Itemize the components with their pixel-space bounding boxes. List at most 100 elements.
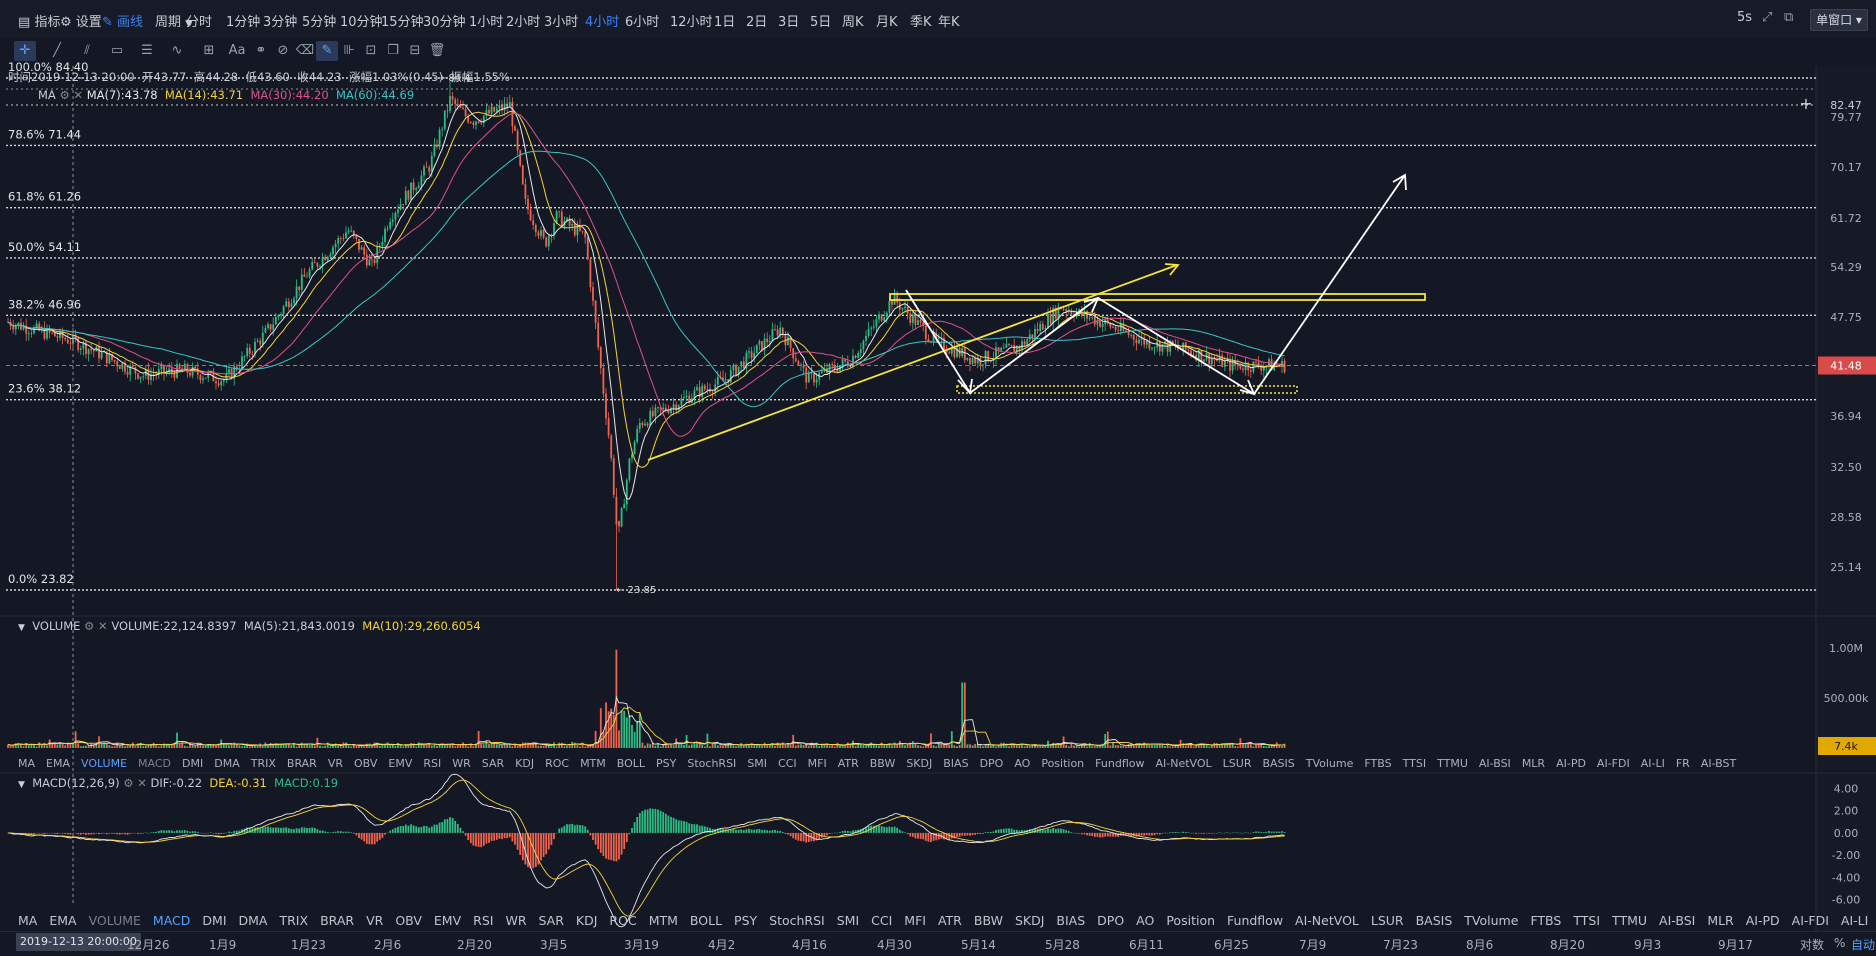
period-15[interactable]: 3日 bbox=[778, 15, 800, 30]
indicator-tab-trix[interactable]: TRIX bbox=[279, 913, 309, 928]
period-2[interactable]: 3分钟 bbox=[263, 15, 298, 30]
indicator-tab-ttsi[interactable]: TTSI bbox=[1573, 913, 1601, 928]
indicator-tab-mlr[interactable]: MLR bbox=[1707, 913, 1734, 928]
indicator-tab-tvolume[interactable]: TVolume bbox=[1305, 757, 1354, 770]
indicator-tab-obv[interactable]: OBV bbox=[354, 757, 378, 770]
close-small-icon[interactable]: ✕ bbox=[73, 88, 84, 102]
settings-button[interactable]: ⚙ 设置 bbox=[60, 11, 102, 30]
indicator-tab-mtm[interactable]: MTM bbox=[580, 757, 606, 770]
period-13[interactable]: 1日 bbox=[714, 15, 736, 30]
indicator-tab-ai-bsi[interactable]: AI-BSI bbox=[1659, 913, 1696, 928]
text-tool-icon[interactable]: Aa bbox=[228, 43, 246, 58]
indicator-tab-macd[interactable]: MACD bbox=[138, 757, 172, 770]
indicator-tab-ai-pd[interactable]: AI-PD bbox=[1745, 913, 1780, 928]
indicator-tab-vr[interactable]: VR bbox=[366, 913, 384, 928]
period-1[interactable]: 1分钟 bbox=[226, 15, 261, 30]
indicator-tab-fundflow[interactable]: Fundflow bbox=[1095, 757, 1145, 770]
indicator-tab-smi[interactable]: SMI bbox=[747, 757, 768, 770]
indicator-tab-ai-netvol[interactable]: AI-NetVOL bbox=[1295, 913, 1359, 928]
indicator-tab-cci[interactable]: CCI bbox=[871, 913, 893, 928]
indicator-tab-mfi[interactable]: MFI bbox=[904, 913, 926, 928]
settings-small-icon[interactable]: ⚙ bbox=[123, 776, 134, 790]
crosshair-icon[interactable]: ✛ bbox=[14, 41, 36, 61]
period-9[interactable]: 3小时 bbox=[544, 15, 579, 30]
wave-tool-icon[interactable]: ∿ bbox=[171, 43, 183, 58]
indicator-tab-dmi[interactable]: DMI bbox=[182, 757, 204, 770]
indicator-tab-kdj[interactable]: KDJ bbox=[575, 913, 598, 928]
indicator-tab-ai-bsi[interactable]: AI-BSI bbox=[1478, 757, 1511, 770]
chevron-down-icon[interactable]: ▼ bbox=[18, 780, 25, 790]
indicator-tab-sar[interactable]: SAR bbox=[538, 913, 564, 928]
auto-scale-toggle[interactable]: 自动 bbox=[1851, 938, 1876, 952]
indicator-tab-ma[interactable]: MA bbox=[18, 913, 38, 928]
lock-icon[interactable]: ⊡ bbox=[365, 43, 377, 58]
pattern-tool-icon[interactable]: ⚭ bbox=[255, 43, 267, 58]
indicator-tab-dmi[interactable]: DMI bbox=[202, 913, 227, 928]
indicator-tab-trix[interactable]: TRIX bbox=[250, 757, 276, 770]
indicator-tab-skdj[interactable]: SKDJ bbox=[1014, 913, 1045, 928]
chevron-down-icon[interactable]: ▼ bbox=[18, 623, 25, 633]
hide-drawings-icon[interactable]: ⊟ bbox=[409, 43, 421, 58]
indicator-tab-rsi[interactable]: RSI bbox=[423, 757, 442, 770]
close-small-icon[interactable]: ✕ bbox=[137, 776, 147, 790]
indicator-tab-ttmu[interactable]: TTMU bbox=[1612, 913, 1648, 928]
indicator-tab-mfi[interactable]: MFI bbox=[807, 757, 827, 770]
indicator-tab-fr[interactable]: FR bbox=[1675, 757, 1690, 770]
indicator-tab-wr[interactable]: WR bbox=[452, 757, 471, 770]
period-16[interactable]: 5日 bbox=[810, 15, 832, 30]
indicator-tab-skdj[interactable]: SKDJ bbox=[906, 757, 933, 770]
indicator-tab-volume[interactable]: VOLUME bbox=[88, 913, 141, 928]
indicator-tab-ai-li[interactable]: AI-LI bbox=[1640, 757, 1665, 770]
indicator-tab-ema[interactable]: EMA bbox=[46, 757, 70, 770]
line-tool-icon[interactable]: ╱ bbox=[53, 43, 61, 58]
indicator-tab-kdj[interactable]: KDJ bbox=[515, 757, 535, 770]
indicator-tab-macd[interactable]: MACD bbox=[152, 913, 191, 928]
period-8[interactable]: 2小时 bbox=[506, 15, 541, 30]
indicator-tab-ai-fdi[interactable]: AI-FDI bbox=[1791, 913, 1829, 928]
period-20[interactable]: 年K bbox=[938, 15, 960, 30]
indicator-tab-tvolume[interactable]: TVolume bbox=[1464, 913, 1519, 928]
period-7[interactable]: 1小时 bbox=[469, 15, 504, 30]
indicator-tab-bias[interactable]: BIAS bbox=[943, 757, 969, 770]
settings-small-icon[interactable]: ⚙ bbox=[84, 619, 95, 633]
indicator-tab-ma[interactable]: MA bbox=[18, 757, 36, 770]
indicator-tab-ai-pd[interactable]: AI-PD bbox=[1556, 757, 1586, 770]
indicator-tab-position[interactable]: Position bbox=[1041, 757, 1085, 770]
indicator-tab-emv[interactable]: EMV bbox=[433, 913, 462, 928]
layout-button[interactable]: 单窗口 ▾ bbox=[1810, 9, 1868, 31]
period-4[interactable]: 10分钟 bbox=[340, 15, 383, 30]
indicator-tab-brar[interactable]: BRAR bbox=[286, 757, 317, 770]
period-6[interactable]: 30分钟 bbox=[423, 15, 466, 30]
period-0[interactable]: 分时 bbox=[186, 15, 213, 30]
indicator-tab-bbw[interactable]: BBW bbox=[973, 913, 1003, 928]
indicator-tab-ao[interactable]: AO bbox=[1014, 757, 1031, 770]
period-dropdown[interactable]: 周期 ▼ bbox=[155, 11, 192, 30]
indicator-tab-atr[interactable]: ATR bbox=[837, 757, 859, 770]
indicator-tab-ao[interactable]: AO bbox=[1136, 913, 1155, 928]
measure-tool-icon[interactable]: ⊞ bbox=[203, 43, 215, 58]
fib-tool-icon[interactable]: ☰ bbox=[141, 43, 153, 58]
indicator-tab-position[interactable]: Position bbox=[1166, 913, 1216, 928]
indicator-tab-mlr[interactable]: MLR bbox=[1521, 757, 1546, 770]
eraser-icon[interactable]: ⌫ bbox=[295, 43, 315, 58]
period-14[interactable]: 2日 bbox=[746, 15, 768, 30]
popout-icon[interactable]: ⧉ bbox=[1784, 10, 1794, 25]
indicator-tab-bias[interactable]: BIAS bbox=[1056, 913, 1086, 928]
period-3[interactable]: 5分钟 bbox=[302, 15, 337, 30]
indicator-tab-stochrsi[interactable]: StochRSI bbox=[769, 913, 825, 928]
indicator-tab-ai-li[interactable]: AI-LI bbox=[1840, 913, 1869, 928]
indicator-tab-dma[interactable]: DMA bbox=[214, 757, 240, 770]
copy-icon[interactable]: ❐ bbox=[387, 43, 399, 58]
fullscreen-icon[interactable]: ⤢ bbox=[1762, 10, 1773, 25]
indicator-tab-smi[interactable]: SMI bbox=[836, 913, 860, 928]
period-10[interactable]: 4小时 bbox=[585, 15, 620, 30]
indicator-tab-stochrsi[interactable]: StochRSI bbox=[687, 757, 737, 770]
indicator-tab-psy[interactable]: PSY bbox=[656, 757, 677, 770]
indicators-button[interactable]: ▤ 指标 bbox=[18, 11, 60, 30]
indicator-tab-ttmu[interactable]: TTMU bbox=[1437, 757, 1468, 770]
indicator-tab-vr[interactable]: VR bbox=[327, 757, 343, 770]
period-12[interactable]: 12小时 bbox=[670, 15, 713, 30]
indicator-tab-wr[interactable]: WR bbox=[505, 913, 527, 928]
indicator-tab-boll[interactable]: BOLL bbox=[616, 757, 646, 770]
indicator-tab-psy[interactable]: PSY bbox=[734, 913, 758, 928]
